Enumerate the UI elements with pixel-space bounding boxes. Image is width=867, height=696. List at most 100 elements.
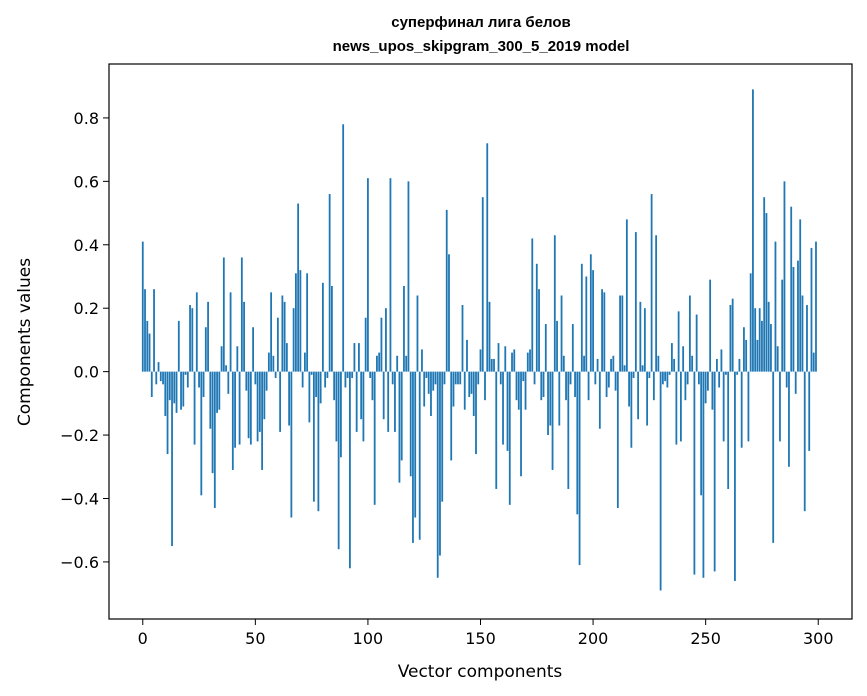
- bar-7: [157, 362, 160, 372]
- bar-86: [335, 371, 338, 442]
- bar-288: [790, 206, 793, 372]
- bar-32: [213, 371, 216, 508]
- bar-91: [346, 371, 349, 378]
- bar-6: [155, 371, 158, 385]
- bar-130: [434, 371, 437, 385]
- bar-259: [725, 371, 727, 375]
- bar-123: [418, 371, 421, 540]
- bar-278: [767, 301, 770, 372]
- bar-162: [506, 371, 509, 451]
- bar-36: [222, 257, 225, 372]
- y-tick-label: −0.6: [60, 553, 99, 572]
- bar-2: [146, 320, 149, 372]
- bar-121: [414, 371, 417, 518]
- bar-97: [360, 371, 363, 420]
- bar-112: [394, 371, 396, 432]
- bar-90: [344, 371, 347, 388]
- y-axis-label: Components values: [15, 258, 35, 426]
- bar-107: [382, 371, 385, 420]
- bar-21: [189, 305, 191, 372]
- bar-151: [481, 197, 484, 372]
- bar-187: [562, 355, 565, 372]
- bar-96: [358, 343, 360, 372]
- bar-285: [783, 181, 786, 372]
- bar-27: [202, 371, 205, 397]
- bar-82: [326, 371, 329, 378]
- bar-164: [511, 352, 513, 372]
- y-tick-label: 0.0: [74, 363, 99, 382]
- bar-157: [495, 371, 498, 489]
- bar-166: [515, 371, 518, 401]
- bar-37: [225, 365, 227, 372]
- bar-48: [249, 371, 252, 445]
- bar-212: [619, 295, 621, 372]
- bar-237: [675, 371, 678, 445]
- bar-44: [240, 257, 243, 372]
- bar-258: [722, 371, 725, 442]
- bar-192: [574, 371, 576, 397]
- bar-132: [439, 371, 441, 556]
- bar-134: [443, 371, 446, 385]
- bar-299: [815, 241, 817, 372]
- bar-203: [598, 371, 601, 429]
- bar-183: [553, 235, 556, 372]
- bar-51: [256, 371, 259, 442]
- bar-147: [472, 371, 475, 417]
- bar-137: [450, 371, 453, 461]
- bar-171: [526, 352, 529, 372]
- bar-110: [389, 178, 392, 372]
- bar-222: [641, 365, 644, 372]
- bar-216: [628, 371, 630, 407]
- bar-102: [371, 371, 374, 401]
- bar-274: [758, 308, 761, 372]
- bar-20: [186, 371, 189, 388]
- bar-246: [695, 314, 698, 372]
- bar-150: [479, 349, 482, 372]
- bar-263: [734, 371, 736, 581]
- bar-225: [648, 371, 651, 378]
- bar-92: [349, 371, 351, 569]
- y-tick-label: 0.8: [74, 109, 99, 128]
- bar-186: [560, 295, 563, 372]
- x-tick-label: 200: [578, 629, 609, 648]
- bar-129: [432, 371, 435, 391]
- bar-265: [738, 358, 741, 372]
- bar-228: [655, 235, 658, 372]
- x-axis-label: Vector components: [398, 662, 563, 682]
- bar-77: [315, 371, 318, 397]
- bar-63: [283, 301, 286, 372]
- chart-subtitle: news_upos_skipgram_300_5_2019 model: [333, 38, 630, 55]
- bar-264: [736, 371, 739, 375]
- bar-13: [171, 371, 173, 547]
- bar-163: [508, 371, 511, 505]
- bar-101: [369, 371, 372, 378]
- bar-261: [729, 305, 732, 372]
- bar-35: [220, 346, 223, 372]
- bar-30: [209, 371, 212, 429]
- bar-16: [177, 320, 180, 372]
- x-tick-label: 300: [803, 629, 834, 648]
- bar-53: [261, 371, 263, 470]
- bar-115: [400, 371, 403, 461]
- bar-280: [772, 371, 775, 543]
- bar-295: [806, 305, 808, 372]
- bar-277: [765, 213, 768, 372]
- bar-178: [542, 371, 545, 397]
- bar-241: [684, 371, 687, 401]
- bar-260: [727, 371, 730, 489]
- y-tick-label: −0.4: [60, 489, 99, 508]
- bar-62: [281, 295, 284, 372]
- bar-292: [799, 219, 802, 372]
- bar-254: [713, 371, 716, 572]
- bar-138: [452, 371, 455, 407]
- bar-255: [716, 358, 718, 372]
- bar-262: [731, 298, 734, 372]
- bar-271: [752, 89, 754, 372]
- y-tick-label: 0.4: [74, 236, 99, 255]
- bar-126: [425, 371, 428, 378]
- bar-200: [592, 270, 594, 372]
- bar-149: [477, 371, 480, 385]
- x-tick-label: 50: [245, 629, 265, 648]
- bar-168: [520, 371, 522, 477]
